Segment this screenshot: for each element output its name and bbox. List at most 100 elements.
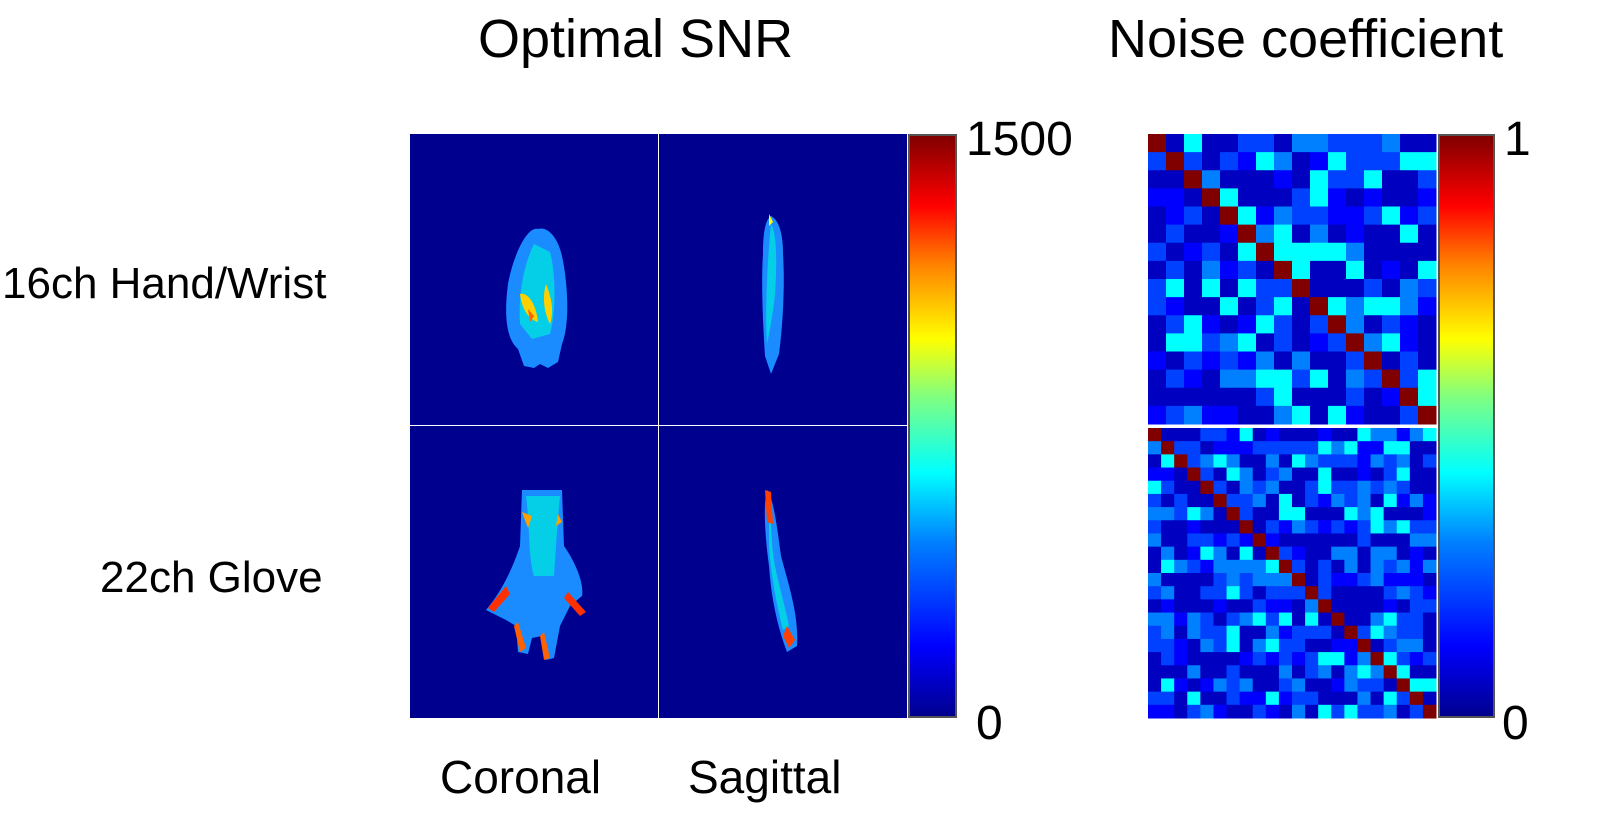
matrix-cell	[1220, 206, 1239, 226]
matrix-cell	[1364, 260, 1383, 280]
matrix-cell	[1344, 493, 1358, 508]
matrix-cell	[1305, 691, 1319, 706]
matrix-cell	[1220, 224, 1239, 244]
matrix-cell	[1383, 704, 1398, 719]
matrix-cell	[1265, 704, 1280, 719]
matrix-cell	[1305, 573, 1319, 587]
matrix-cell	[1383, 638, 1398, 653]
matrix-cell	[1202, 188, 1221, 208]
matrix-cell	[1400, 333, 1419, 353]
matrix-cell	[1409, 428, 1424, 442]
noise-matrix-16ch	[1148, 134, 1437, 425]
matrix-cell	[1357, 612, 1372, 627]
matrix-cell	[1184, 333, 1203, 353]
matrix-cell	[1161, 573, 1175, 587]
matrix-cell	[1292, 599, 1306, 614]
matrix-cell	[1310, 369, 1329, 389]
matrix-cell	[1148, 507, 1162, 521]
matrix-cell	[1364, 206, 1383, 226]
matrix-cell	[1318, 454, 1332, 469]
matrix-cell	[1148, 665, 1162, 679]
matrix-cell	[1238, 134, 1257, 153]
snr-map-16ch-coronal	[410, 134, 658, 425]
matrix-cell	[1382, 369, 1401, 389]
matrix-cell	[1292, 206, 1311, 226]
matrix-cell	[1278, 638, 1293, 653]
matrix-cell	[1200, 704, 1214, 719]
matrix-cell	[1310, 315, 1329, 334]
matrix-cell	[1292, 546, 1306, 561]
matrix-cell	[1226, 638, 1241, 653]
matrix-cell	[1383, 480, 1398, 495]
matrix-cell	[1220, 134, 1239, 153]
matrix-cell	[1396, 441, 1411, 455]
matrix-cell	[1213, 559, 1228, 574]
matrix-cell	[1166, 405, 1185, 425]
matrix-cell	[1148, 297, 1167, 316]
matrix-cell	[1331, 467, 1345, 482]
matrix-cell	[1292, 612, 1306, 627]
matrix-cell	[1346, 279, 1365, 298]
matrix-cell	[1174, 428, 1188, 442]
matrix-cell	[1274, 315, 1293, 334]
matrix-cell	[1274, 206, 1293, 226]
matrix-cell	[1422, 454, 1437, 469]
hand-coronal-image	[506, 228, 568, 368]
matrix-cell	[1422, 520, 1437, 534]
matrix-cell	[1226, 507, 1241, 521]
matrix-cell	[1239, 638, 1254, 653]
matrix-cell	[1278, 586, 1293, 600]
matrix-cell	[1422, 441, 1437, 455]
matrix-cell	[1184, 260, 1203, 280]
matrix-cell	[1226, 691, 1241, 706]
matrix-cell	[1328, 260, 1347, 280]
matrix-cell	[1187, 652, 1201, 666]
matrix-cell	[1331, 454, 1345, 469]
matrix-cell	[1274, 279, 1293, 298]
matrix-cell	[1278, 467, 1293, 482]
matrix-cell	[1278, 441, 1293, 455]
matrix-cell	[1292, 242, 1311, 262]
matrix-cell	[1265, 533, 1280, 548]
matrix-cell	[1328, 297, 1347, 316]
matrix-cell	[1344, 467, 1358, 482]
matrix-cell	[1383, 599, 1398, 614]
matrix-cell	[1252, 625, 1267, 640]
matrix-cell	[1400, 188, 1419, 208]
matrix-cell	[1148, 351, 1167, 371]
matrix-cell	[1239, 559, 1254, 574]
matrix-cell	[1409, 704, 1424, 719]
matrix-cell	[1187, 559, 1201, 574]
matrix-cell	[1357, 652, 1372, 666]
matrix-cell	[1166, 188, 1185, 208]
matrix-cell	[1370, 612, 1385, 627]
matrix-cell	[1213, 638, 1228, 653]
matrix-cell	[1238, 188, 1257, 208]
matrix-cell	[1370, 586, 1385, 600]
matrix-cell	[1278, 454, 1293, 469]
matrix-cell	[1252, 599, 1267, 614]
matrix-cell	[1184, 224, 1203, 244]
matrix-cell	[1239, 546, 1254, 561]
matrix-cell	[1148, 652, 1162, 666]
matrix-cell	[1344, 573, 1358, 587]
matrix-cell	[1383, 493, 1398, 508]
matrix-cell	[1292, 507, 1306, 521]
matrix-cell	[1396, 652, 1411, 666]
matrix-cell	[1383, 454, 1398, 469]
matrix-cell	[1213, 467, 1228, 482]
matrix-cell	[1328, 279, 1347, 298]
matrix-cell	[1226, 546, 1241, 561]
matrix-cell	[1396, 559, 1411, 574]
matrix-cell	[1148, 441, 1162, 455]
matrix-cell	[1370, 704, 1385, 719]
matrix-cell	[1331, 704, 1345, 719]
matrix-cell	[1148, 546, 1162, 561]
matrix-cell	[1161, 428, 1175, 442]
matrix-cell	[1213, 441, 1228, 455]
matrix-cell	[1239, 612, 1254, 627]
matrix-cell	[1274, 134, 1293, 153]
matrix-cell	[1187, 454, 1201, 469]
matrix-cell	[1213, 599, 1228, 614]
matrix-cell	[1357, 638, 1372, 653]
